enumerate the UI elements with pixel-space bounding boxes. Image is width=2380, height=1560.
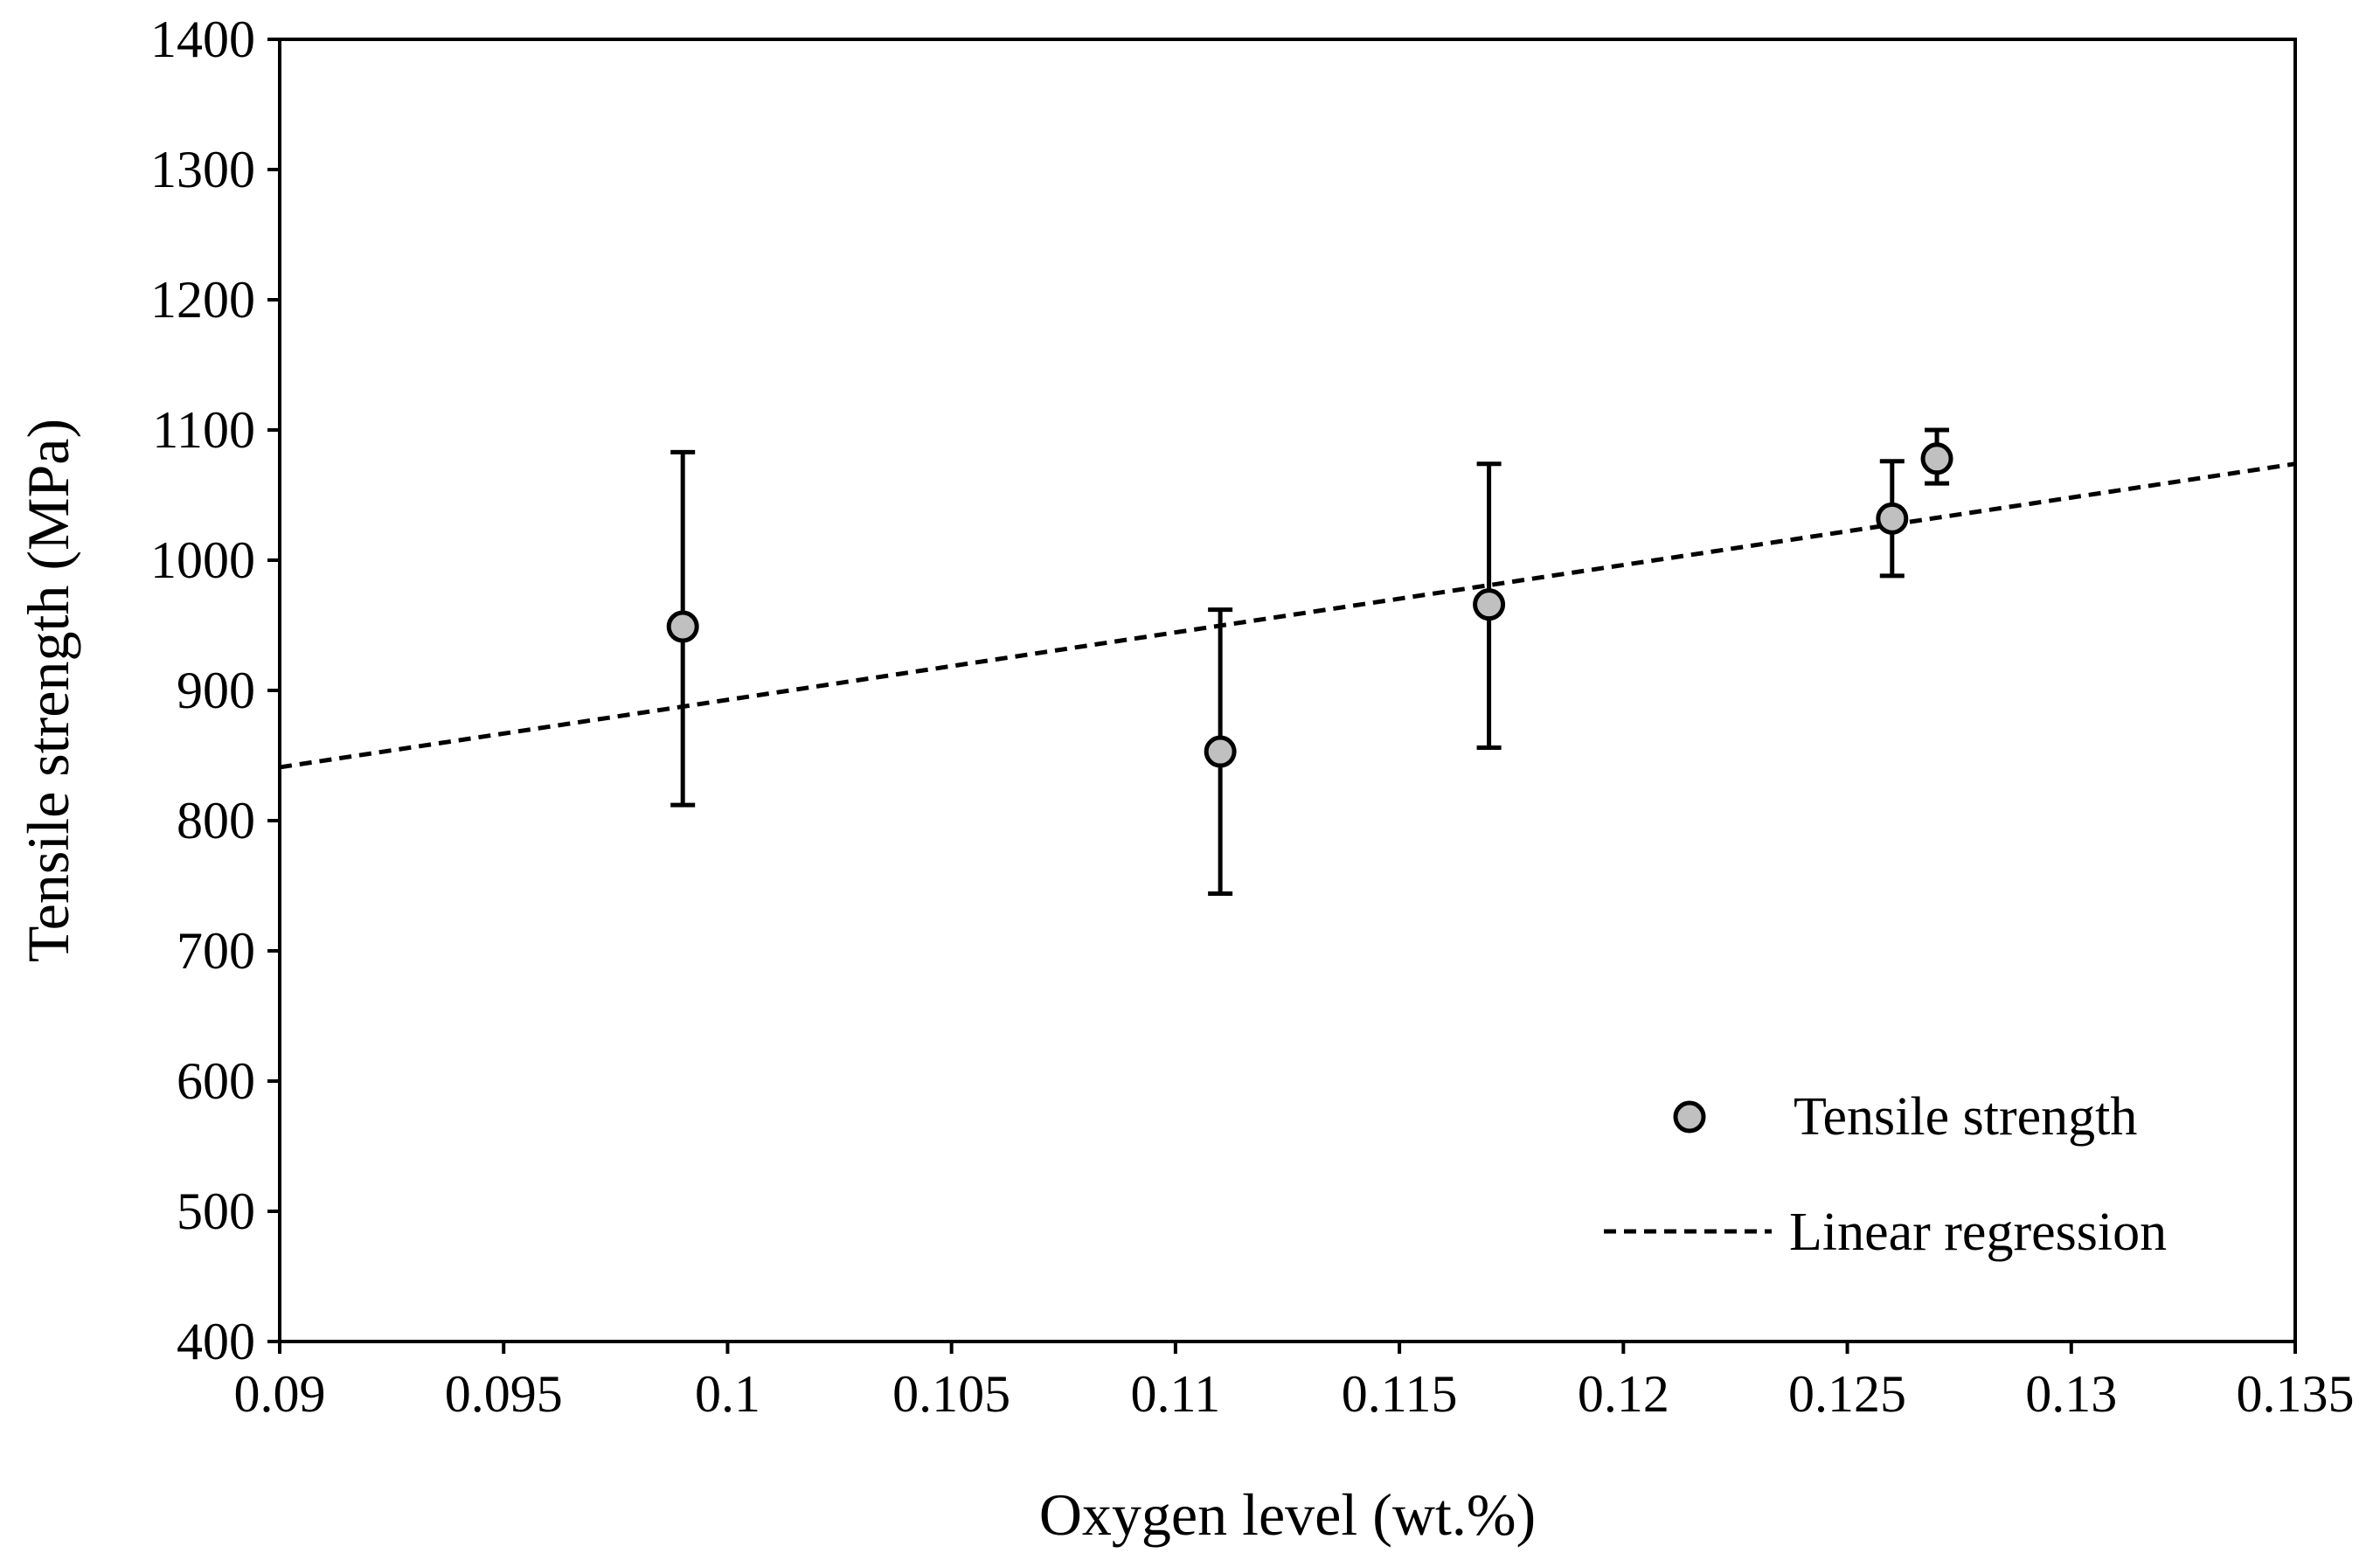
y-tick-label: 600 — [177, 1052, 255, 1110]
plot-frame — [278, 38, 2297, 1343]
y-tick-label: 900 — [177, 662, 255, 719]
x-tick-label: 0.125 — [1788, 1365, 1906, 1423]
x-axis-title: Oxygen level (wt.%) — [1039, 1481, 1536, 1548]
y-tick-label: 400 — [177, 1313, 255, 1370]
data-point — [1876, 502, 1909, 535]
x-tick-label: 0.1 — [695, 1365, 760, 1423]
y-tick-label: 1300 — [150, 141, 255, 198]
x-tick-label: 0.12 — [1578, 1365, 1669, 1423]
data-point — [666, 610, 699, 643]
data-point — [1473, 588, 1506, 621]
y-tick-label: 1100 — [152, 401, 255, 459]
regression-line — [279, 461, 2296, 770]
x-tick-labels: 0.09 0.095 0.1 0.105 0.11 0.115 0.12 0.125 0.13 0… — [234, 1365, 2355, 1423]
data-point — [1920, 442, 1953, 475]
y-axis-title: Tensile strength (MPa) — [15, 419, 81, 962]
regression-layer — [279, 461, 2296, 770]
x-tick-label: 0.115 — [1342, 1365, 1458, 1423]
x-tick-label: 0.135 — [2237, 1365, 2355, 1423]
y-tick-label: 1000 — [150, 531, 255, 589]
x-tick-label: 0.11 — [1130, 1365, 1220, 1423]
data-point — [1204, 735, 1237, 768]
y-tick-label: 1400 — [150, 10, 255, 68]
x-tick-label: 0.105 — [892, 1365, 1010, 1423]
x-tick-label: 0.095 — [445, 1365, 563, 1423]
y-tick-labels: 400 500 600 700 800 900 1000 1100 1200 1300 1400 — [150, 10, 255, 1370]
legend-marker-tensile-strength — [1673, 1100, 1706, 1134]
y-tick-label: 700 — [177, 922, 255, 980]
x-tick-label: 0.13 — [2025, 1365, 2117, 1423]
y-tick-label: 1200 — [150, 271, 255, 329]
y-tick-label: 800 — [177, 792, 255, 849]
tick-marks — [267, 38, 2297, 1354]
marker-layer — [666, 442, 1953, 768]
legend: Tensile strength Linear regression — [1604, 1087, 2167, 1262]
legend-label-tensile-strength: Tensile strength — [1794, 1087, 2137, 1147]
legend-label-linear-regression: Linear regression — [1789, 1203, 2167, 1262]
errorbar-layer — [670, 427, 1950, 896]
x-tick-label: 0.09 — [234, 1365, 326, 1423]
y-tick-label: 500 — [177, 1182, 255, 1240]
